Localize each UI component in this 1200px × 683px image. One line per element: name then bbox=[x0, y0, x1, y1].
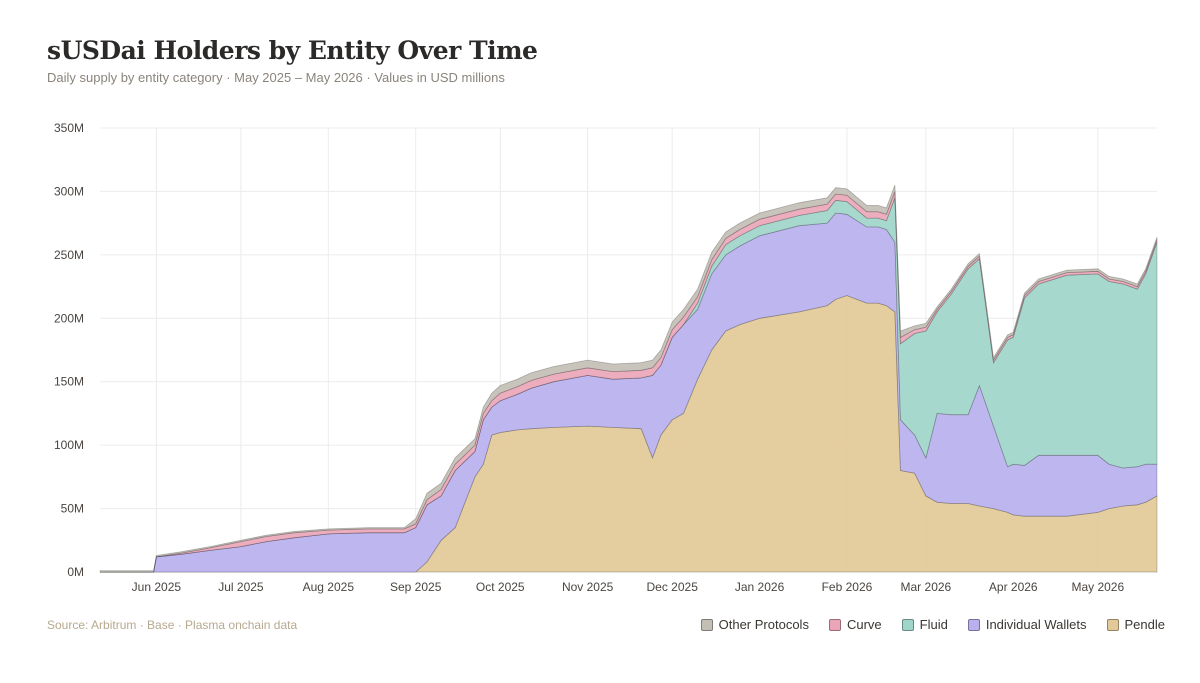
y-tick-label: 150M bbox=[54, 375, 84, 389]
x-tick-label: Aug 2025 bbox=[303, 580, 355, 594]
y-tick-label: 50M bbox=[61, 502, 84, 516]
y-axis-ticks: 0M 50M 100M 150M 200M 250M 300M 350M bbox=[54, 121, 84, 579]
y-tick-label: 100M bbox=[54, 438, 84, 452]
area-other-protocols bbox=[99, 184, 1158, 573]
x-tick-label: Nov 2025 bbox=[562, 580, 614, 594]
y-tick-label: 0M bbox=[67, 565, 84, 579]
legend-item-individual-wallets[interactable]: Individual Wallets bbox=[967, 617, 1087, 632]
x-tick-label: Jul 2025 bbox=[218, 580, 264, 594]
source-note: Source: Arbitrum · Base · Plasma onchain… bbox=[47, 618, 298, 632]
legend-item-curve[interactable]: Curve bbox=[828, 617, 882, 632]
series-areas bbox=[99, 184, 1158, 573]
y-tick-label: 350M bbox=[54, 121, 84, 135]
x-tick-label: Apr 2026 bbox=[989, 580, 1038, 594]
legend-item-pendle[interactable]: Pendle bbox=[1106, 617, 1165, 632]
y-tick-label: 200M bbox=[54, 311, 84, 325]
x-tick-label: May 2026 bbox=[1071, 580, 1124, 594]
chart-title: sUSDai Holders by Entity Over Time bbox=[47, 36, 538, 65]
y-tick-label: 300M bbox=[54, 184, 84, 198]
x-tick-label: Dec 2025 bbox=[647, 580, 699, 594]
legend-label: Individual Wallets bbox=[985, 617, 1087, 632]
legend: Other Protocols Curve Fluid Individual W… bbox=[700, 617, 1165, 632]
area-curve bbox=[100, 191, 1158, 573]
legend-swatch bbox=[1106, 618, 1119, 631]
legend-swatch bbox=[967, 618, 980, 631]
legend-label: Curve bbox=[846, 617, 882, 632]
legend-label: Fluid bbox=[919, 617, 948, 632]
x-tick-label: Sep 2025 bbox=[390, 580, 442, 594]
legend-swatch bbox=[901, 618, 914, 631]
x-tick-label: Oct 2025 bbox=[476, 580, 525, 594]
legend-item-fluid[interactable]: Fluid bbox=[901, 617, 948, 632]
x-axis-ticks: Jun 2025 Jul 2025 Aug 2025 Sep 2025 Oct 2025… bbox=[132, 580, 1125, 594]
legend-item-other-protocols[interactable]: Other Protocols bbox=[700, 617, 809, 632]
legend-label: Other Protocols bbox=[718, 617, 809, 632]
x-tick-label: Feb 2026 bbox=[822, 580, 873, 594]
x-tick-label: Jan 2026 bbox=[735, 580, 785, 594]
legend-label: Pendle bbox=[1124, 617, 1165, 632]
chart-subtitle: Daily supply by entity category · May 20… bbox=[47, 70, 505, 85]
legend-swatch bbox=[828, 618, 841, 631]
x-tick-label: Jun 2025 bbox=[132, 580, 182, 594]
y-tick-label: 250M bbox=[54, 248, 84, 262]
x-tick-label: Mar 2026 bbox=[901, 580, 952, 594]
legend-swatch bbox=[700, 618, 713, 631]
